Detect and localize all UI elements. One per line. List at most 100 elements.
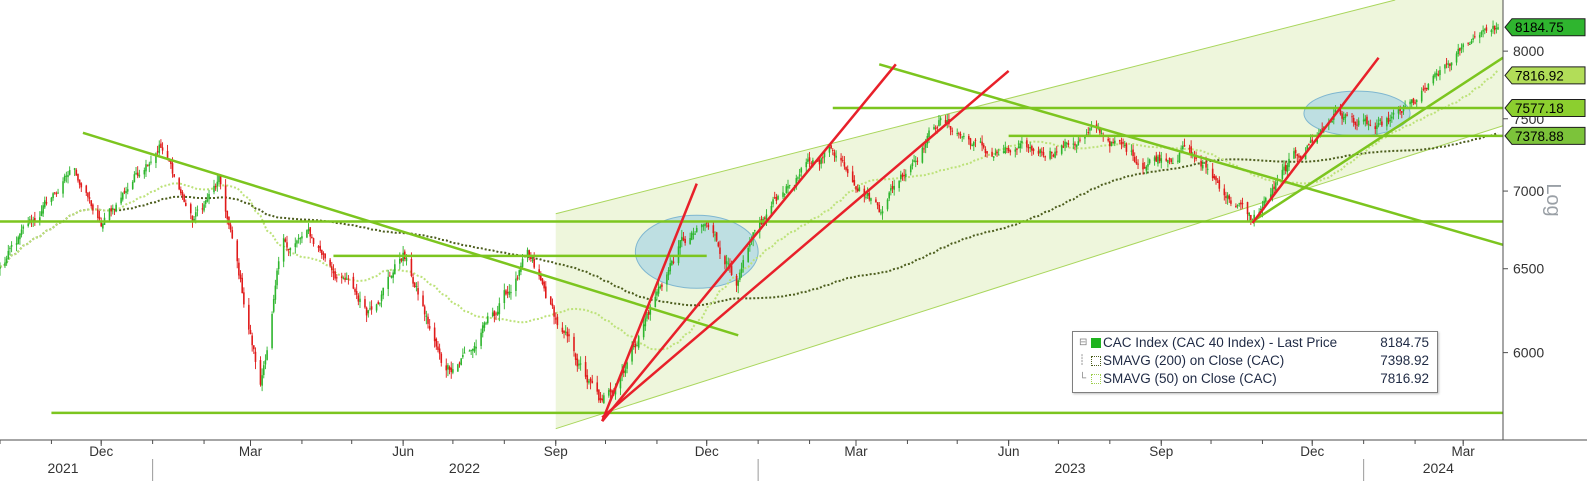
candle [50, 196, 53, 206]
candle [261, 368, 263, 392]
candle [695, 225, 698, 233]
candle-body [971, 145, 973, 147]
candle-body [1133, 156, 1136, 163]
legend-tree-icon: └ [1079, 373, 1087, 384]
candle-body [160, 143, 162, 148]
candle-body [808, 157, 811, 161]
candle-body [936, 127, 939, 129]
candle-body [654, 296, 657, 308]
candle-body [5, 258, 8, 264]
candle [1077, 135, 1080, 146]
candle [715, 231, 718, 242]
candle-body [334, 271, 336, 279]
price-tag-box [1504, 99, 1586, 118]
candle-body [1225, 196, 1227, 198]
candle [1135, 155, 1138, 165]
candle [820, 157, 822, 169]
candle-body [1459, 48, 1461, 51]
candle-body [239, 274, 242, 279]
candle-body [284, 239, 287, 242]
candle [901, 172, 904, 181]
candle-body [1447, 63, 1450, 65]
candle [624, 364, 627, 377]
candle-body [319, 245, 321, 251]
candle [997, 148, 1000, 156]
candle [890, 184, 892, 196]
candle-body [1216, 181, 1219, 183]
candle-body [108, 208, 111, 220]
candle [682, 232, 685, 242]
candle-body [840, 157, 842, 161]
candle [1014, 146, 1017, 158]
candle-body [1404, 106, 1406, 108]
candle [264, 354, 267, 370]
candle [1352, 114, 1355, 127]
candle-body [573, 336, 575, 352]
candle-body [624, 369, 627, 374]
candle-body [204, 200, 207, 204]
candle-body [712, 225, 715, 234]
candle [1160, 151, 1163, 169]
candle [470, 349, 472, 356]
candle-body [1100, 133, 1103, 135]
candle [382, 287, 385, 300]
candle [115, 202, 117, 213]
candle [1412, 97, 1415, 106]
candle [1264, 196, 1267, 204]
candle-body [609, 388, 612, 392]
candle-body [900, 174, 902, 180]
candle-body [1369, 124, 1372, 126]
candle-body [332, 271, 335, 274]
candle [959, 131, 962, 139]
candle [1354, 121, 1357, 130]
candle-body [772, 199, 774, 205]
candle-body [1376, 125, 1378, 130]
candle-body [1211, 168, 1214, 179]
candle [785, 183, 788, 194]
candle-body [1135, 162, 1138, 164]
candle-body [875, 199, 877, 203]
candle [689, 232, 691, 245]
candle-body [161, 147, 164, 151]
candle [306, 229, 308, 239]
candle-body [1357, 120, 1360, 126]
candle-body [775, 197, 778, 201]
candle-body [689, 237, 691, 244]
candle-body [1490, 30, 1493, 33]
candle-body [777, 195, 779, 200]
candle-body [528, 250, 531, 256]
candle [911, 159, 914, 170]
candle-body [253, 345, 255, 350]
candle-body [73, 168, 76, 170]
candle-body [700, 224, 703, 228]
candle-body [1118, 139, 1121, 142]
candle-body [251, 335, 253, 346]
candle [933, 124, 935, 130]
candle-body [672, 261, 675, 263]
candle [1004, 141, 1007, 155]
candle [160, 139, 162, 148]
candle [1216, 178, 1219, 183]
candle-body [1432, 75, 1435, 84]
candle-body [1492, 25, 1494, 29]
candle-body [765, 214, 768, 221]
candle-body [939, 118, 942, 121]
candle-body [463, 352, 466, 354]
candle [113, 208, 116, 216]
candle [1402, 104, 1405, 115]
candle-body [380, 294, 383, 302]
candle-body [1037, 150, 1040, 154]
candle [589, 377, 592, 390]
candle-body [1178, 152, 1181, 163]
candle [798, 168, 801, 181]
candle [185, 199, 187, 207]
candle [1050, 151, 1053, 160]
candle-body [1283, 166, 1285, 171]
candle-body [637, 336, 640, 348]
candle [481, 322, 484, 338]
candle-body [475, 346, 477, 349]
candle [1236, 204, 1239, 209]
candle-body [437, 346, 439, 350]
price-tag: 8184.75 [1504, 18, 1586, 37]
candle [996, 149, 998, 157]
